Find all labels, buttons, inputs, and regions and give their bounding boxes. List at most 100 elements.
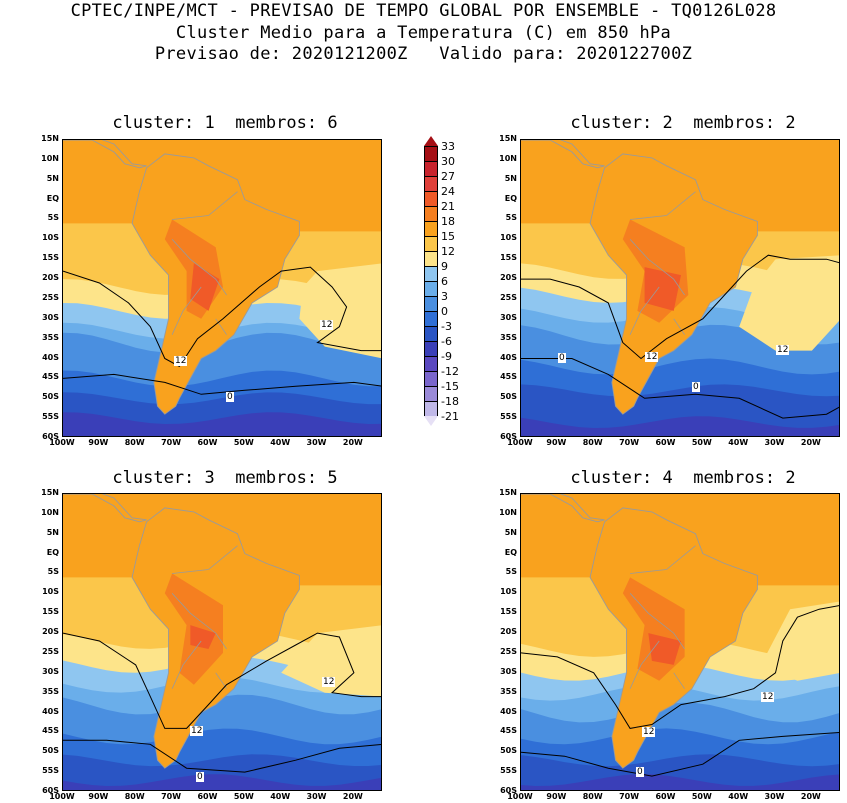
band-minus-6 [63, 774, 381, 790]
latitude-tick-label: 5N [504, 173, 517, 183]
contour-0 [63, 373, 381, 395]
panel-2-contour-label: 0 [558, 353, 566, 363]
longitude-tick-label: 20W [342, 438, 363, 447]
colorbar-segment [424, 176, 438, 191]
latitude-tick-label: 5N [46, 173, 59, 183]
longitude-tick-label: 70W [619, 792, 640, 801]
colorbar-label: 24 [441, 185, 455, 198]
contour-12 [63, 266, 381, 368]
panel-4-contour-label: 12 [642, 727, 656, 737]
panel-2-map [520, 139, 840, 437]
south-america-coastline [131, 153, 300, 415]
latitude-tick-label: 30S [500, 666, 517, 676]
latitude-tick-label: EQ [504, 547, 517, 557]
warm-ocean-patch [281, 625, 381, 697]
latitude-tick-label: 45S [500, 726, 517, 736]
latitude-tick-label: 55S [42, 412, 59, 422]
panel-3-title: cluster: 3 membros: 5 [112, 468, 338, 488]
latitude-tick-label: 10S [500, 587, 517, 597]
contour-12 [521, 605, 839, 729]
longitude-tick-label: 90W [88, 792, 109, 801]
country-border [630, 545, 696, 574]
colorbar-segment [424, 311, 438, 326]
longitude-tick-label: 70W [161, 438, 182, 447]
longitude-tick-label: 50W [691, 792, 712, 801]
colorbar-segment [424, 221, 438, 236]
panel-3-map [62, 493, 382, 791]
longitude-tick-label: 30W [306, 792, 327, 801]
panel-3-contour-label: 0 [196, 772, 204, 782]
colorbar-segment [424, 401, 438, 416]
latitude-tick-label: 5S [47, 567, 59, 577]
colorbar-label: 21 [441, 200, 455, 213]
longitude-tick-label: 50W [233, 438, 254, 447]
longitude-tick-label: 80W [124, 792, 145, 801]
latitude-tick-label: 40S [500, 706, 517, 716]
contour-0 [63, 739, 381, 773]
colorbar-segment [424, 326, 438, 341]
latitude-tick-label: 10N [41, 153, 59, 163]
country-border [172, 191, 238, 220]
warm-ocean-patch [739, 255, 839, 351]
longitude-tick-label: 60W [197, 792, 218, 801]
contour-12 [63, 632, 381, 729]
latitude-tick-label: 10S [42, 233, 59, 243]
country-border [673, 318, 685, 335]
contour-0 [521, 732, 839, 777]
latitude-tick-label: 55S [42, 766, 59, 776]
band-minus-3 [63, 754, 381, 790]
latitude-tick-label: 25S [500, 646, 517, 656]
colorbar-segment [424, 266, 438, 281]
colorbar-segment [424, 206, 438, 221]
latitude-tick-label: 45S [42, 726, 59, 736]
longitude-tick-label: 30W [764, 792, 785, 801]
latitude-tick-label: 15S [42, 607, 59, 617]
latitude-tick-label: 5N [504, 527, 517, 537]
continent-hottest-field [190, 625, 216, 649]
panel-2-contour-label: 12 [776, 345, 790, 355]
panel-4-title: cluster: 4 membros: 2 [570, 468, 796, 488]
panel-1-title: cluster: 1 membros: 6 [112, 113, 338, 133]
latitude-tick-label: 10N [499, 153, 517, 163]
longitude-tick-label: 70W [619, 438, 640, 447]
latitude-tick-label: 40S [500, 352, 517, 362]
latitude-tick-label: 25S [42, 292, 59, 302]
band-minus-3 [521, 384, 839, 436]
continent-hottest-field [190, 263, 220, 311]
latitude-tick-label: 25S [500, 292, 517, 302]
longitude-tick-label: 50W [691, 438, 712, 447]
country-border [629, 239, 685, 296]
panel-2-title: cluster: 2 membros: 2 [570, 113, 796, 133]
colorbar-label: -18 [441, 395, 459, 408]
longitude-tick-label: 50W [233, 792, 254, 801]
country-border [629, 286, 660, 335]
continent-hottest-field [648, 633, 681, 665]
latitude-tick-label: 35S [500, 686, 517, 696]
latitude-tick-label: 15N [499, 488, 517, 497]
colorbar-label: 33 [441, 140, 455, 153]
country-border [630, 191, 696, 220]
longitude-tick-label: 90W [88, 438, 109, 447]
colorbar-label: 9 [441, 260, 448, 273]
latitude-tick-label: 5S [47, 213, 59, 223]
country-border [215, 318, 227, 335]
longitude-tick-label: 40W [728, 438, 749, 447]
central-america-coastline [63, 140, 147, 169]
figure-title-line-1: CPTEC/INPE/MCT - PREVISAO DE TEMPO GLOBA… [70, 1, 777, 21]
panel-1-contour-label: 12 [320, 320, 334, 330]
latitude-tick-label: 60S [500, 786, 517, 795]
colorbar-label: 15 [441, 230, 455, 243]
contour-0 [521, 358, 839, 419]
latitude-tick-label: 35S [500, 332, 517, 342]
colorbar-label: 18 [441, 215, 455, 228]
longitude-tick-label: 90W [546, 438, 567, 447]
latitude-tick-label: 55S [500, 766, 517, 776]
longitude-tick-label: 20W [342, 792, 363, 801]
central-america-coastline [521, 494, 605, 523]
longitude-tick-label: 60W [655, 792, 676, 801]
colorbar-label: -12 [441, 365, 459, 378]
figure-title-line-3: Previsao de: 2020121200Z Valido para: 20… [154, 44, 693, 64]
country-border [171, 640, 202, 689]
latitude-tick-label: 20S [500, 273, 517, 283]
contour-12 [521, 254, 839, 360]
